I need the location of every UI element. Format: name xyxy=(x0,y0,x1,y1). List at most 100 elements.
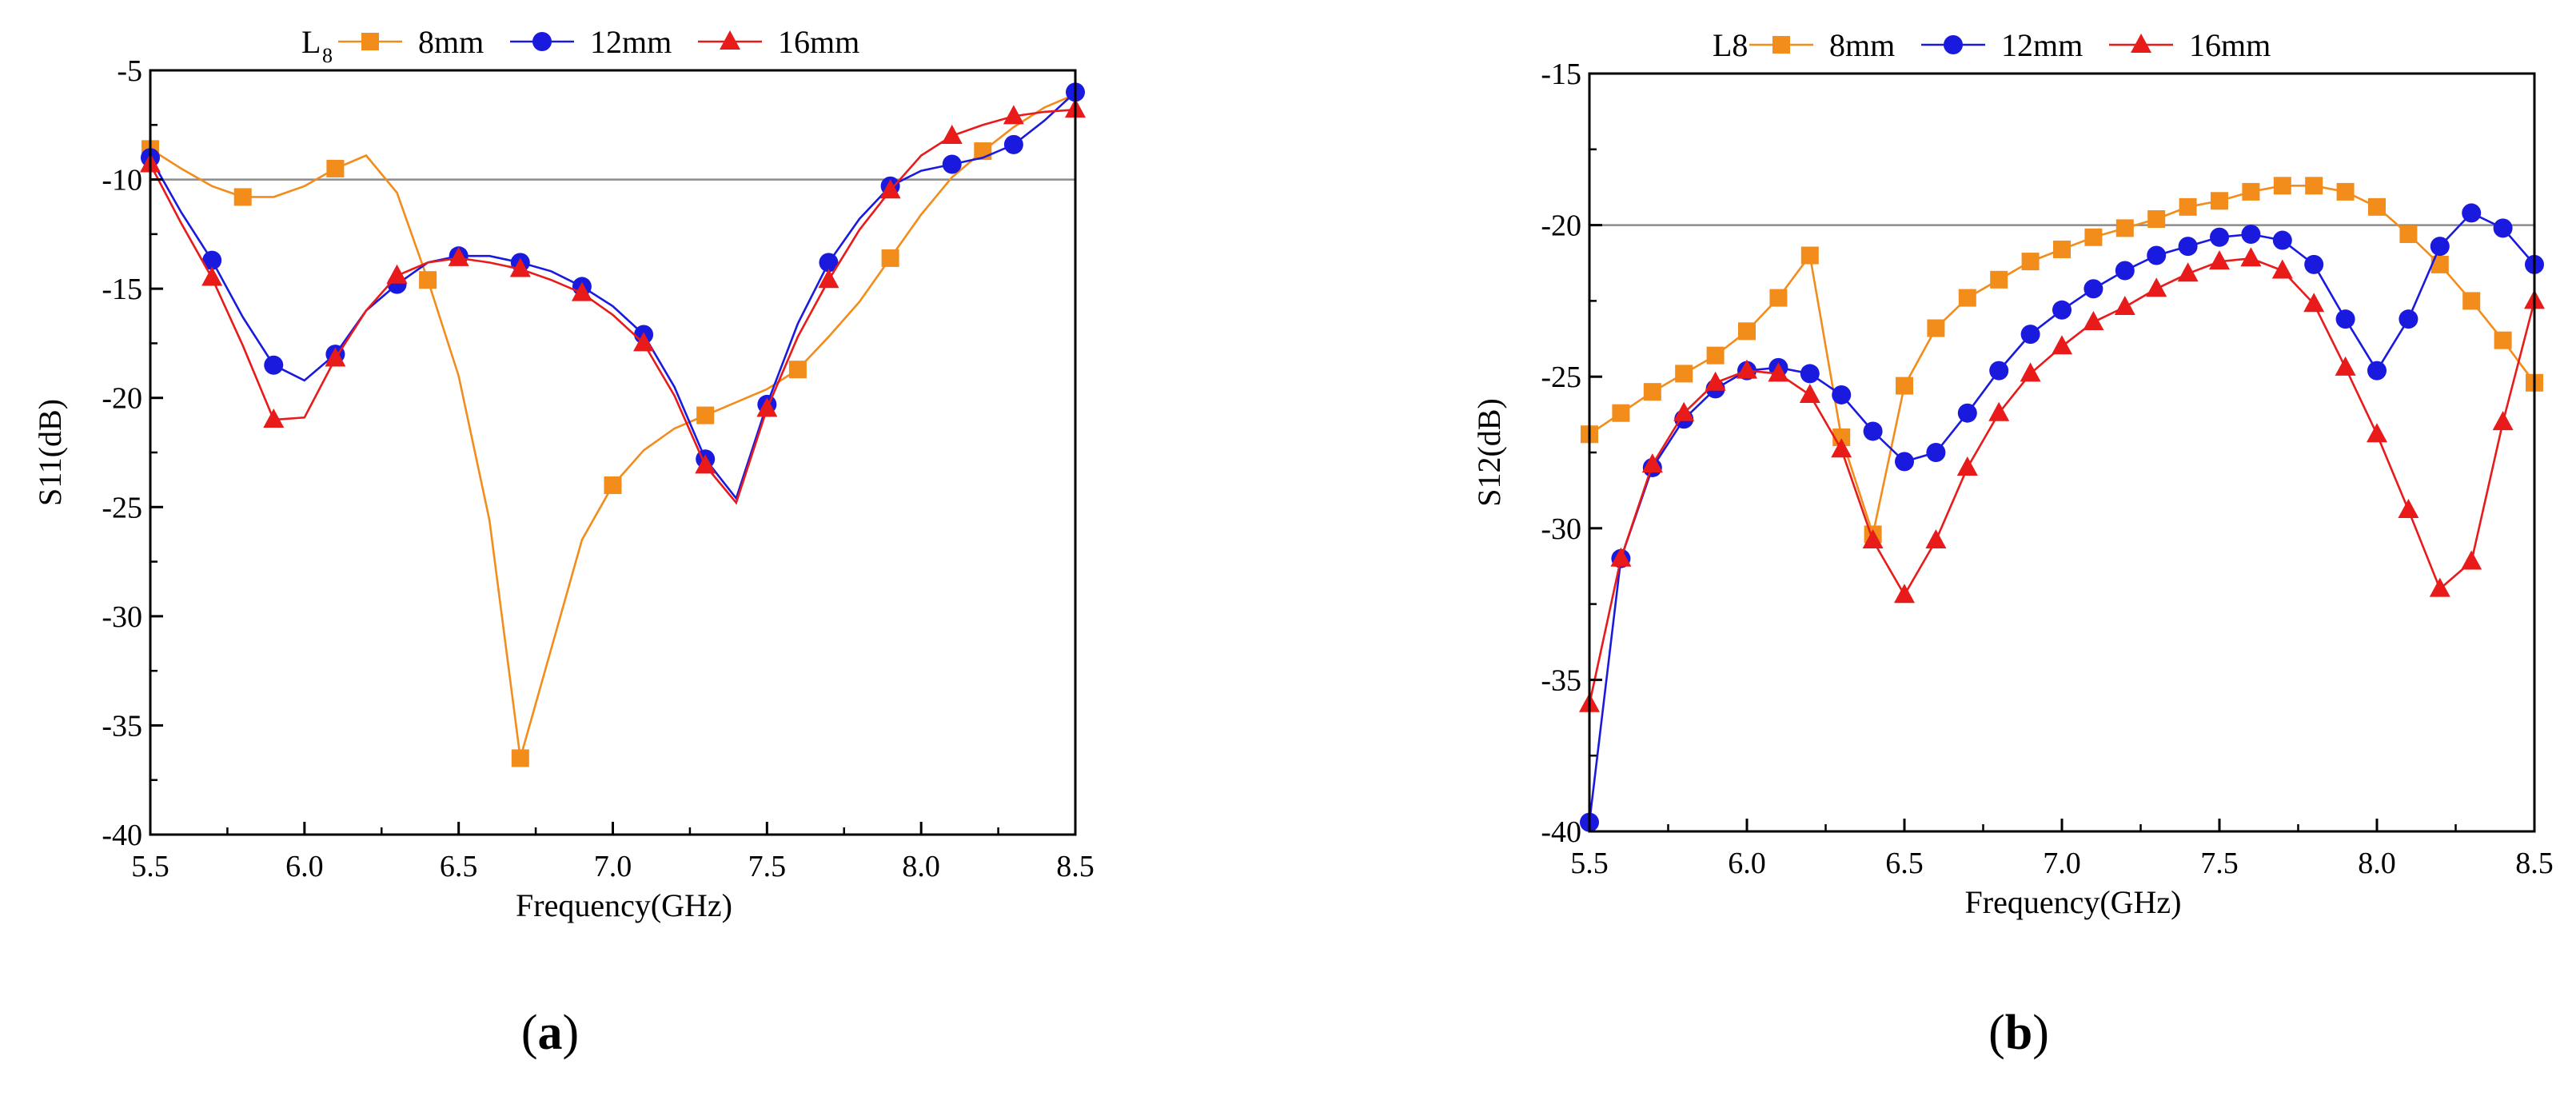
chart1-series-12mm-point-22 xyxy=(2272,230,2292,250)
chart0-series-12mm-point-11 xyxy=(819,253,839,273)
chart0-legend-title-subscript: 8 xyxy=(322,44,333,67)
chart1-series-8mm-point-22 xyxy=(2273,177,2291,195)
chart0-series-12mm-point-13 xyxy=(942,154,962,174)
chart1-series-16mm-point-7 xyxy=(1799,383,1820,403)
chart0-series-8mm-point-8 xyxy=(881,249,899,267)
chart1-series-16mm-point-14 xyxy=(2020,362,2041,382)
chart0-series-16mm-point-2 xyxy=(263,409,285,428)
chart1-series-8mm-point-5 xyxy=(1738,322,1756,341)
chart1-series-8mm-point-10 xyxy=(1896,377,1913,395)
chart1-series-12mm-point-9 xyxy=(1863,421,1883,441)
chart0-xtick-label-2: 6.5 xyxy=(440,850,478,883)
chart0-group: 5.5 6.0 6.5 7.0 7.5 8.0 8.5 -5 -10 -15 -20 -25 -30 -3… xyxy=(32,24,1095,923)
chart1-series-16mm-point-20 xyxy=(2209,250,2230,270)
chart0-series-16mm-point-12 xyxy=(879,179,901,199)
chart0-series-12mm-point-2 xyxy=(264,355,284,375)
chart1-series-16mm-point-27 xyxy=(2429,577,2450,597)
chart1-series-16mm-point-19 xyxy=(2177,262,2199,282)
chart1-series-16mm-point-23 xyxy=(2303,293,2325,313)
chart0-series-16mm-point-7 xyxy=(571,281,592,301)
chart1-series-16mm-point-6 xyxy=(1768,362,1789,382)
chart1-legend: L8 8mm 12mm 16mm xyxy=(1713,27,2271,63)
chart1-series-8mm-point-16 xyxy=(2084,228,2103,246)
chart1-series-12mm-point-25 xyxy=(2367,361,2387,381)
chart0-legend-marker-1 xyxy=(532,32,552,51)
chart1-xtick-label-0: 5.5 xyxy=(1570,847,1609,880)
chart1-legend-marker-1 xyxy=(1944,35,1963,54)
chart1-series-16mm-point-25 xyxy=(2367,423,2387,443)
chart1-series-12mm-point-18 xyxy=(2147,245,2167,265)
chart1-series-16mm-point-22 xyxy=(2271,259,2293,279)
chart1-series-16mm-point-4 xyxy=(1705,371,1726,391)
chart1-series-12mm-point-20 xyxy=(2210,227,2229,247)
chart1-xtick-label-4: 7.5 xyxy=(2200,847,2239,880)
chart0-panel-label-letter: a xyxy=(538,1006,563,1060)
chart1-panel-label-open: ( xyxy=(1988,1006,2005,1060)
chart1-legend-marker-0 xyxy=(1772,36,1790,54)
chart0-series-8mm-point-2 xyxy=(326,159,345,177)
chart0-x-axis-label: Frequency(GHz) xyxy=(516,887,732,923)
chart1-series-12mm-point-21 xyxy=(2241,224,2261,244)
chart0-legend: L 8 8mm 12mm 16mm xyxy=(301,24,859,67)
chart1-series-16mm-point-24 xyxy=(2335,356,2356,376)
chart0-panel-label-close: ) xyxy=(563,1006,580,1060)
chart1-xtick-label-6: 8.5 xyxy=(2515,847,2554,880)
chart1-legend-title: L8 xyxy=(1713,27,1748,63)
chart1-series-16mm-point-8 xyxy=(1831,438,1852,458)
chart1-series-12mm-point-15 xyxy=(2052,300,2072,320)
chart1-series-8mm-point-26 xyxy=(2399,225,2418,243)
chart0-series-12mm-point-1 xyxy=(202,250,222,270)
chart1-series-8mm-point-27 xyxy=(2430,255,2449,273)
chart1-series-12mm-point-16 xyxy=(2084,279,2103,299)
chart0-xtick-label-0: 5.5 xyxy=(131,850,169,883)
chart0-y-axis-label: S11(dB) xyxy=(32,399,68,506)
chart0-xtick-label-5: 8.0 xyxy=(902,850,940,883)
chart1-ytick-label-2: -25 xyxy=(1541,361,1581,394)
chart1-series-16mm-point-13 xyxy=(1988,401,2010,421)
chart0-legend-label-0: 8mm xyxy=(418,24,484,60)
chart0-frame xyxy=(149,69,1077,836)
chart1-series-8mm-point-23 xyxy=(2305,177,2323,195)
chart1-series-8mm-point-6 xyxy=(1769,289,1788,307)
chart0-series-8mm-point-6 xyxy=(696,406,715,424)
chart1-legend-label-2: 16mm xyxy=(2189,27,2271,63)
chart1-panel-label-close: ) xyxy=(2032,1006,2049,1060)
chart1-series-12mm-point-27 xyxy=(2430,237,2450,257)
chart1-series-8mm-point-25 xyxy=(2368,197,2386,216)
chart1-series-12mm-point-28 xyxy=(2462,203,2482,223)
chart0-series-16mm-point-5 xyxy=(448,246,469,266)
chart1-series-16mm-point-2 xyxy=(1641,453,1663,473)
chart1-frame xyxy=(1588,72,2536,833)
chart0-series-16mm-point-10 xyxy=(756,397,778,417)
chart1-series-12mm-point-13 xyxy=(1989,361,2009,381)
chart1-series-16mm-point-29 xyxy=(2492,411,2514,431)
chart1-ytick-label-0: -15 xyxy=(1541,58,1581,91)
chart1-series-16mm-point-21 xyxy=(2240,247,2262,267)
chart1-series-12mm-point-10 xyxy=(1895,452,1914,472)
chart0-series-16mm-point-9 xyxy=(695,454,716,474)
chart1-ytick-label-4: -35 xyxy=(1541,664,1581,697)
chart1-series-8mm-line xyxy=(1589,185,2536,539)
chart0-series-8mm-point-4 xyxy=(511,749,529,767)
chart0-ytick-label-7: -40 xyxy=(102,819,142,852)
chart1-series-16mm-point-26 xyxy=(2398,499,2419,519)
chart0-series-8mm-point-7 xyxy=(788,361,807,379)
chart0-xtick-label-1: 6.0 xyxy=(285,850,324,883)
chart1-ytick-label-5: -40 xyxy=(1541,815,1581,849)
chart1-series-16mm-point-18 xyxy=(2146,277,2167,297)
chart1-legend-label-1: 12mm xyxy=(2001,27,2083,63)
chart1-group: 5.5 6.0 6.5 7.0 7.5 8.0 8.5 -15 -20 -25 -30 -35 -40 F… xyxy=(1471,27,2554,920)
chart1-series-8mm-point-19 xyxy=(2179,197,2197,216)
chart0-ytick-label-3: -20 xyxy=(102,382,142,416)
chart1-series-12mm-point-12 xyxy=(1957,403,1977,423)
chart1-series-8mm-point-1 xyxy=(1612,404,1630,422)
chart0-series-16mm-point-3 xyxy=(325,347,346,367)
chart1-xtick-label-3: 7.0 xyxy=(2043,847,2081,880)
chart1-series-12mm-point-8 xyxy=(1832,385,1852,405)
chart1-panel-label-letter: b xyxy=(2005,1006,2032,1060)
chart1-series-8mm-point-2 xyxy=(1643,383,1661,401)
chart0-panel-label-open: ( xyxy=(521,1006,538,1060)
chart0-series-16mm-point-1 xyxy=(201,266,223,286)
chart0-legend-title: L xyxy=(301,24,321,60)
chart0-ytick-label-2: -15 xyxy=(102,273,142,306)
